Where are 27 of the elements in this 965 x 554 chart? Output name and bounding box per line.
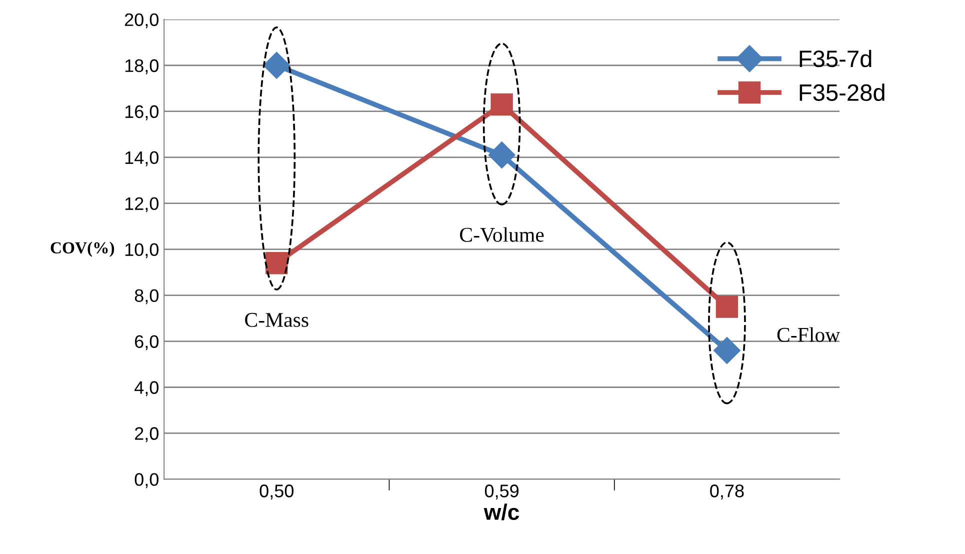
x-axis-title: w/c [484,504,520,520]
y-tick-label: 20,0 [124,13,158,28]
legend-label: F35-7d [800,50,872,68]
y-tick-label: 14,0 [125,151,158,166]
point [263,52,290,79]
y-tick-label: 2,0 [135,427,158,442]
x-tick-label: 0,59 [484,484,519,500]
y-tick-label: 12,0 [125,197,158,212]
point [490,93,513,116]
y-tick-label: 0,0 [134,473,158,488]
x-tick-label: 0,78 [710,484,744,500]
y-tick-label: 6,0 [135,335,158,350]
y-tick-label: 8,0 [134,289,158,304]
legend-label: F35-28d [800,84,884,101]
x-tick-label: 0,50 [260,484,294,500]
y-axis-title: COV(%) [50,242,114,257]
y-tick-label: 18,0 [125,59,158,74]
y-tick-label: 10,0 [125,243,158,258]
annotation: C-Flow [777,327,840,342]
point [716,296,738,318]
y-tick-label: 16,0 [125,105,158,120]
annotation: C-Volume [460,227,544,242]
point [714,337,740,364]
y-tick-label: 4,0 [134,381,158,396]
point [488,142,516,168]
annotation: C-Mass [245,312,308,327]
point [266,252,288,274]
